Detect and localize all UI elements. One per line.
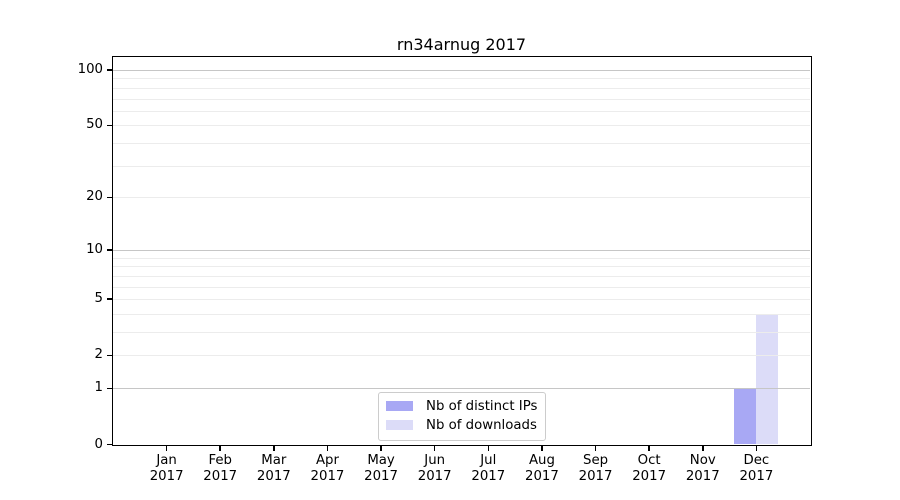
legend-swatch-distinct-ips (386, 401, 413, 411)
y-axis-tick (106, 124, 112, 127)
y-tick-label: 5 (94, 291, 103, 307)
gridline-major (113, 70, 810, 71)
legend-label-distinct-ips: Nb of distinct IPs (426, 398, 538, 414)
x-tick-label-year: 2017 (632, 468, 667, 484)
x-tick-label-year: 2017 (471, 468, 506, 484)
gridline-minor (113, 313, 810, 315)
x-axis-tick (755, 446, 758, 451)
legend-swatch-downloads (386, 420, 413, 430)
x-tick-label-month: Apr (315, 453, 339, 468)
x-tick-label-year: 2017 (310, 468, 345, 484)
legend-label-downloads: Nb of downloads (426, 417, 537, 433)
y-axis-tick (106, 443, 112, 446)
y-axis-tick (106, 387, 112, 389)
x-tick-label-year: 2017 (739, 468, 774, 484)
x-axis-tick (648, 446, 650, 451)
x-tick-label: Apr 2017 (297, 453, 357, 484)
x-tick-label: Mar 2017 (244, 453, 304, 484)
gridline-minor (113, 257, 810, 259)
gridline-major (113, 249, 810, 251)
x-tick-label: Feb 2017 (190, 453, 250, 484)
x-tick-label: Dec 2017 (726, 453, 786, 484)
gridline-minor (113, 299, 810, 301)
x-tick-label-year: 2017 (203, 468, 238, 484)
x-tick-label-year: 2017 (417, 468, 452, 484)
x-tick-label: Jul 2017 (458, 453, 518, 484)
x-tick-label: Sep 2017 (566, 453, 626, 484)
gridline-minor (113, 332, 810, 333)
y-axis-tick (106, 249, 112, 251)
y-axis-tick (106, 298, 112, 300)
x-tick-label: Jan 2017 (137, 453, 197, 484)
gridline-minor (113, 125, 810, 127)
gridline-minor (113, 165, 810, 167)
x-tick-label: Aug 2017 (512, 453, 572, 484)
x-axis-tick (380, 446, 382, 451)
y-axis-tick (106, 69, 112, 71)
gridline-minor (113, 355, 810, 357)
x-tick-label-month: Jan (156, 453, 177, 468)
y-tick-label: 0 (94, 436, 103, 452)
x-tick-label-month: Nov (689, 453, 716, 468)
y-tick-label: 10 (86, 241, 103, 257)
x-axis-tick (326, 446, 329, 451)
y-axis-tick (106, 354, 112, 357)
y-tick-label: 50 (86, 117, 103, 133)
x-tick-label-month: May (367, 453, 395, 468)
y-tick-label: 1 (94, 380, 103, 396)
x-tick-label: Jun 2017 (405, 453, 465, 484)
x-axis-tick (273, 446, 275, 451)
gridline-minor (113, 286, 810, 288)
x-tick-label-month: Mar (261, 453, 287, 468)
x-axis-tick (219, 446, 221, 451)
x-tick-label-month: Dec (743, 453, 770, 468)
x-axis-tick (165, 446, 168, 451)
x-tick-label: Oct 2017 (619, 453, 679, 484)
x-tick-label-month: Jun (424, 453, 446, 468)
y-tick-label: 20 (86, 189, 103, 205)
gridline-minor (113, 87, 810, 89)
x-axis-tick (433, 446, 436, 451)
x-axis-tick (594, 446, 597, 451)
y-tick-label: 100 (77, 62, 103, 77)
x-tick-label-year: 2017 (578, 468, 613, 484)
x-tick-label-month: Aug (528, 453, 555, 468)
gridline-minor (113, 78, 810, 80)
x-tick-label-month: Sep (583, 453, 609, 468)
legend-row: Nb of downloads (386, 416, 545, 435)
legend: Nb of distinct IPs Nb of downloads (378, 391, 546, 441)
x-tick-label-year: 2017 (149, 468, 184, 484)
x-axis-tick (541, 446, 543, 451)
x-tick-label-year: 2017 (256, 468, 291, 484)
gridline-major (113, 388, 810, 390)
gridline-minor (113, 197, 810, 199)
bar-downloads (756, 313, 779, 445)
gridline-minor (113, 98, 810, 100)
x-tick-label-year: 2017 (364, 468, 398, 484)
x-tick-label-month: Jul (480, 453, 497, 468)
chart-title: rn34arnug 2017 (396, 35, 527, 54)
x-axis-tick (487, 446, 490, 451)
legend-row: Nb of distinct IPs (386, 397, 545, 416)
x-tick-label: Nov 2017 (673, 453, 733, 484)
x-tick-label: May 2017 (351, 453, 411, 484)
y-tick-label: 2 (94, 347, 103, 363)
x-tick-label-year: 2017 (685, 468, 720, 484)
y-axis-tick (106, 196, 112, 199)
gridline-minor (113, 266, 810, 268)
gridline-minor (113, 275, 810, 277)
x-tick-label-month: Oct (637, 453, 661, 468)
gridline-minor (113, 143, 810, 145)
gridline-minor (113, 110, 810, 112)
x-tick-label-month: Feb (208, 453, 232, 468)
bar-distinct-ips (734, 388, 757, 445)
x-axis-tick (702, 446, 704, 451)
x-tick-label-year: 2017 (525, 468, 559, 484)
plot-area (113, 57, 810, 445)
